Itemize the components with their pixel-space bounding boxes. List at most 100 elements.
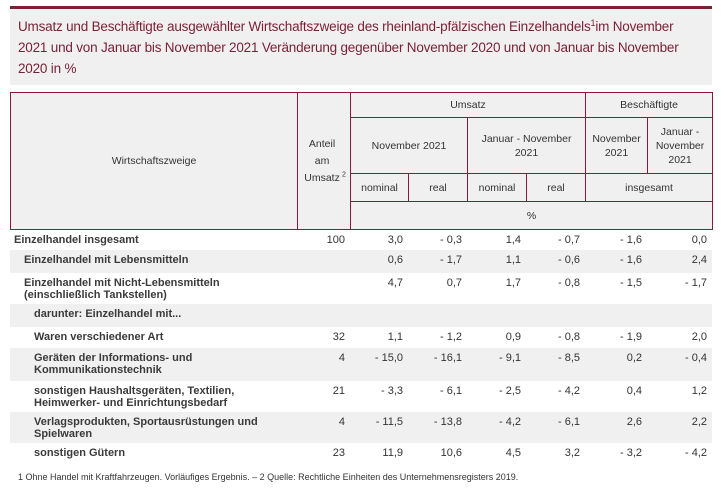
- header-b-januar-november: Januar - November 2021: [647, 117, 714, 174]
- cell-value: 0,6: [387, 254, 403, 266]
- cell-value: 4,7: [387, 277, 403, 289]
- table-title: Umsatz und Beschäftigte ausgewählter Wir…: [10, 6, 712, 85]
- cell-value: [408, 304, 467, 308]
- table-row: Einzelhandel mit Lebensmitteln 0,6 - 1,7 1,…: [10, 250, 712, 273]
- cell-value: 1,4: [505, 234, 521, 246]
- cell-value: [350, 304, 408, 308]
- cell-value: - 1,7: [439, 254, 462, 266]
- row-label: Waren verschiedener Art: [34, 331, 164, 343]
- header-umsatz: Umsatz: [349, 92, 587, 118]
- cell-value: - 9,1: [498, 352, 521, 364]
- table-row: sonstigen Gütern 23 11,9 10,6 4,5 3,2 - 3,2 - 4…: [10, 443, 712, 465]
- header-wirtschaftszweige: Wirtschaftszweige: [10, 92, 298, 230]
- header-anteil: Anteil am Umsatz 2: [297, 92, 351, 230]
- row-label: darunter: Einzelhandel mit...: [34, 308, 182, 320]
- header-insgesamt: insgesamt: [585, 173, 714, 202]
- row-label: Verlagsprodukten, Sportausrüstungen und …: [34, 416, 258, 440]
- table-row: sonstigen Haushaltsgeräten, Textilien, H…: [10, 381, 712, 412]
- cell-value: [647, 304, 712, 308]
- cell-value: - 15,0: [374, 352, 403, 364]
- cell-value: [297, 273, 350, 277]
- table-row: darunter: Einzelhandel mit...: [10, 304, 712, 327]
- row-label: Einzelhandel mit Lebensmitteln: [24, 254, 189, 266]
- cell-value: 2,0: [691, 331, 707, 343]
- cell-value: - 4,2: [498, 416, 521, 428]
- cell-value: - 3,3: [380, 385, 403, 397]
- row-label: Geräten der Informations- und Kommunikat…: [34, 352, 193, 376]
- cell-value: 0,7: [446, 277, 462, 289]
- cell-value: - 1,2: [439, 331, 462, 343]
- cell-value: 0,4: [626, 385, 642, 397]
- cell-value: 1,7: [505, 277, 521, 289]
- cell-value: [585, 304, 647, 308]
- cell-value: - 8,5: [557, 352, 580, 364]
- cell-value: 2,6: [626, 416, 642, 428]
- cell-value: [467, 304, 526, 308]
- cell-value: - 3,2: [619, 447, 642, 459]
- cell-value: - 2,5: [498, 385, 521, 397]
- cell-value: - 1,6: [619, 254, 642, 266]
- cell-value: - 4,2: [557, 385, 580, 397]
- cell-value: 2,2: [691, 416, 707, 428]
- anteil-sup: 2: [342, 171, 346, 178]
- table-row: Waren verschiedener Art 32 1,1 - 1,2 0,9 - 0,…: [10, 327, 712, 348]
- cell-value: - 0,6: [557, 254, 580, 266]
- cell-value: - 6,1: [557, 416, 580, 428]
- cell-value: 1,1: [505, 254, 521, 266]
- cell-value: - 1,6: [619, 234, 642, 246]
- cell-value: 0,9: [505, 331, 521, 343]
- header-real-1: real: [408, 173, 468, 202]
- row-label: Einzelhandel mit Nicht-Lebensmitteln (ei…: [24, 277, 220, 301]
- table-row: Verlagsprodukten, Sportausrüstungen und …: [10, 412, 712, 443]
- header-unit: %: [349, 201, 714, 230]
- cell-value: 1,1: [387, 331, 403, 343]
- row-label: Einzelhandel insgesamt: [14, 234, 139, 246]
- cell-value: [526, 304, 585, 308]
- header-beschaeftigte: Beschäftigte: [585, 92, 714, 118]
- cell-value: 21: [332, 385, 345, 397]
- cell-value: 23: [332, 447, 345, 459]
- cell-value: - 0,8: [557, 277, 580, 289]
- cell-value: [297, 304, 350, 308]
- cell-value: 3,0: [387, 234, 403, 246]
- cell-value: - 4,2: [684, 447, 707, 459]
- cell-value: - 16,1: [433, 352, 462, 364]
- cell-value: 0,0: [691, 234, 707, 246]
- cell-value: - 1,5: [619, 277, 642, 289]
- table-header: Wirtschaftszweige Anteil am Umsatz 2 Umsa…: [10, 92, 714, 230]
- row-label: sonstigen Haushaltsgeräten, Textilien, H…: [34, 385, 235, 409]
- cell-value: - 0,8: [557, 331, 580, 343]
- row-label: sonstigen Gütern: [34, 447, 126, 459]
- cell-value: 4: [338, 416, 345, 428]
- title-text-cont: im November 2021 und von Januar bis Nove…: [18, 19, 679, 76]
- cell-value: - 0,7: [557, 234, 580, 246]
- cell-value: 2,4: [691, 254, 707, 266]
- cell-value: - 1,7: [684, 277, 707, 289]
- cell-value: - 1,9: [619, 331, 642, 343]
- header-real-2: real: [525, 173, 587, 202]
- header-nominal-1: nominal: [350, 173, 409, 202]
- title-text: Umsatz und Beschäftigte ausgewählter Wir…: [18, 19, 591, 34]
- cell-value: 0,2: [626, 352, 642, 364]
- cell-value: 11,9: [382, 447, 403, 459]
- table-row: Einzelhandel mit Nicht-Lebensmitteln (ei…: [10, 273, 712, 304]
- table-row: Einzelhandel insgesamt 100 3,0 - 0,3 1,4 - 0,…: [10, 230, 712, 250]
- anteil-label: Anteil am Umsatz: [304, 137, 340, 184]
- cell-value: 100: [326, 234, 345, 246]
- table-row: Geräten der Informations- und Kommunikat…: [10, 348, 712, 381]
- cell-value: 4,5: [505, 447, 521, 459]
- title-footnote-ref: 1: [590, 18, 596, 28]
- cell-value: - 13,8: [433, 416, 462, 428]
- footnote: 1 Ohne Handel mit Kraftfahrzeugen. Vorlä…: [18, 472, 519, 482]
- header-januar-november: Januar - November 2021: [466, 117, 587, 174]
- cell-value: - 6,1: [439, 385, 462, 397]
- cell-value: - 0,4: [684, 352, 707, 364]
- header-b-november: November 2021: [585, 117, 649, 174]
- cell-value: [297, 250, 350, 254]
- cell-value: - 11,5: [375, 416, 403, 428]
- cell-value: 4: [338, 352, 345, 364]
- header-nominal-2: nominal: [467, 173, 527, 202]
- cell-value: 1,2: [691, 385, 707, 397]
- cell-value: 10,6: [440, 447, 462, 459]
- table-body: Einzelhandel insgesamt 100 3,0 - 0,3 1,4 - 0,…: [10, 230, 712, 465]
